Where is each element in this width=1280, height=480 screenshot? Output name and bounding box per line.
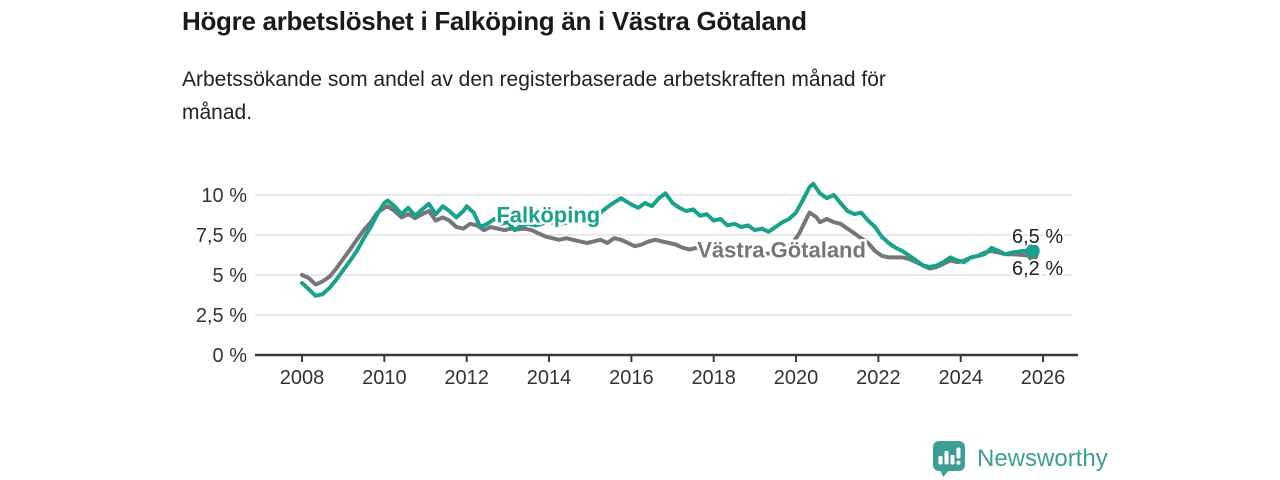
- y-tick-label: 0 %: [213, 345, 248, 367]
- series-end-dot: [1025, 244, 1040, 258]
- newsworthy-logo-icon: [933, 441, 965, 477]
- x-tick-label: 2020: [774, 367, 819, 389]
- x-tick-label: 2008: [280, 367, 325, 389]
- x-tick-label: 2010: [362, 367, 407, 389]
- x-tick-label: 2018: [691, 367, 736, 389]
- series-end-value-label: 6,2 %: [1012, 258, 1063, 280]
- x-tick-label: 2026: [1021, 367, 1066, 389]
- y-tick-label: 10 %: [201, 185, 247, 207]
- x-tick-label: 2024: [938, 367, 983, 389]
- y-tick-label: 2,5 %: [196, 305, 247, 327]
- series-name-label: Västra Götaland: [697, 237, 866, 262]
- chart-subtitle: Arbetssökande som andel av den registerb…: [182, 64, 886, 129]
- brand-name: Newsworthy: [977, 444, 1108, 472]
- series-name-label: Falköping: [496, 203, 600, 228]
- chart-subtitle-line1: Arbetssökande som andel av den registerb…: [182, 68, 886, 91]
- brand-footer: Newsworthy: [932, 440, 1108, 477]
- x-tick-label: 2016: [609, 367, 654, 389]
- x-tick-label: 2014: [527, 367, 572, 389]
- series-end-value-label: 6,5 %: [1012, 226, 1063, 248]
- line-chart: 2008 2010 2012 2014 2016 2018 2020 2022 2024 2026…: [196, 181, 1078, 389]
- series-line: [300, 204, 1035, 287]
- x-tick-label: 2022: [856, 367, 901, 389]
- chart-subtitle-line2: månad.: [182, 100, 253, 124]
- x-tick-label: 2012: [444, 367, 489, 389]
- series-line: [300, 181, 1035, 298]
- y-tick-label: 7,5 %: [196, 225, 247, 247]
- y-tick-label: 5 %: [213, 265, 248, 287]
- chart-title: Högre arbetslöshet i Falköping än i Väst…: [182, 6, 807, 36]
